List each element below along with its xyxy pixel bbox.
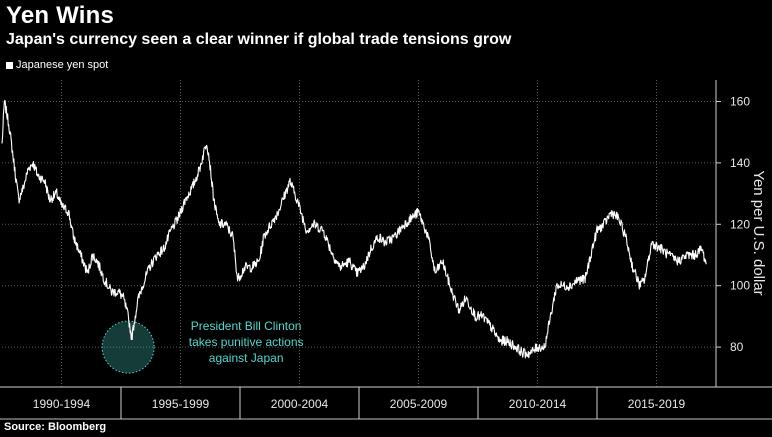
annotation-text: against Japan [209, 351, 284, 365]
y-tick-labels: 80 100 120 140 160 [730, 94, 750, 354]
x-tick-label: 2005-2009 [390, 397, 448, 411]
axes [0, 80, 772, 420]
annotation-layer: President Bill Clinton takes punitive act… [101, 319, 304, 374]
chart-title: Yen Wins [6, 2, 115, 29]
y-tick-label: 80 [730, 340, 744, 354]
x-tick-label: 2010-2014 [509, 397, 567, 411]
y-tick-label: 160 [730, 94, 750, 108]
legend-swatch [6, 61, 13, 69]
x-tick-label: 2000-2004 [271, 397, 329, 411]
y-tick-label: 120 [730, 217, 750, 231]
chart-subtitle: Japan's currency seen a clear winner if … [6, 31, 512, 48]
x-tick-label: 1995-1999 [152, 397, 210, 411]
annotation-text: takes punitive actions [189, 335, 304, 349]
grid [2, 80, 716, 387]
y-tick-label: 100 [730, 279, 750, 293]
source-note: Source: Bloomberg [4, 421, 107, 433]
legend: Japanese yen spot [6, 59, 108, 71]
y-tick-label: 140 [730, 156, 750, 170]
x-tick-label: 2015-2019 [628, 397, 686, 411]
annotation-text: President Bill Clinton [191, 319, 302, 333]
annotation-circle [101, 320, 155, 374]
x-tick-label: 1990-1994 [33, 397, 91, 411]
x-tick-labels: 1990-1994 1995-1999 2000-2004 2005-2009 2010… [33, 397, 686, 411]
y-axis-label: Yen per U.S. dollar [750, 170, 767, 295]
series-layer [1, 99, 707, 359]
series-line-yen-spot [1, 99, 707, 359]
legend-label: Japanese yen spot [16, 59, 109, 71]
